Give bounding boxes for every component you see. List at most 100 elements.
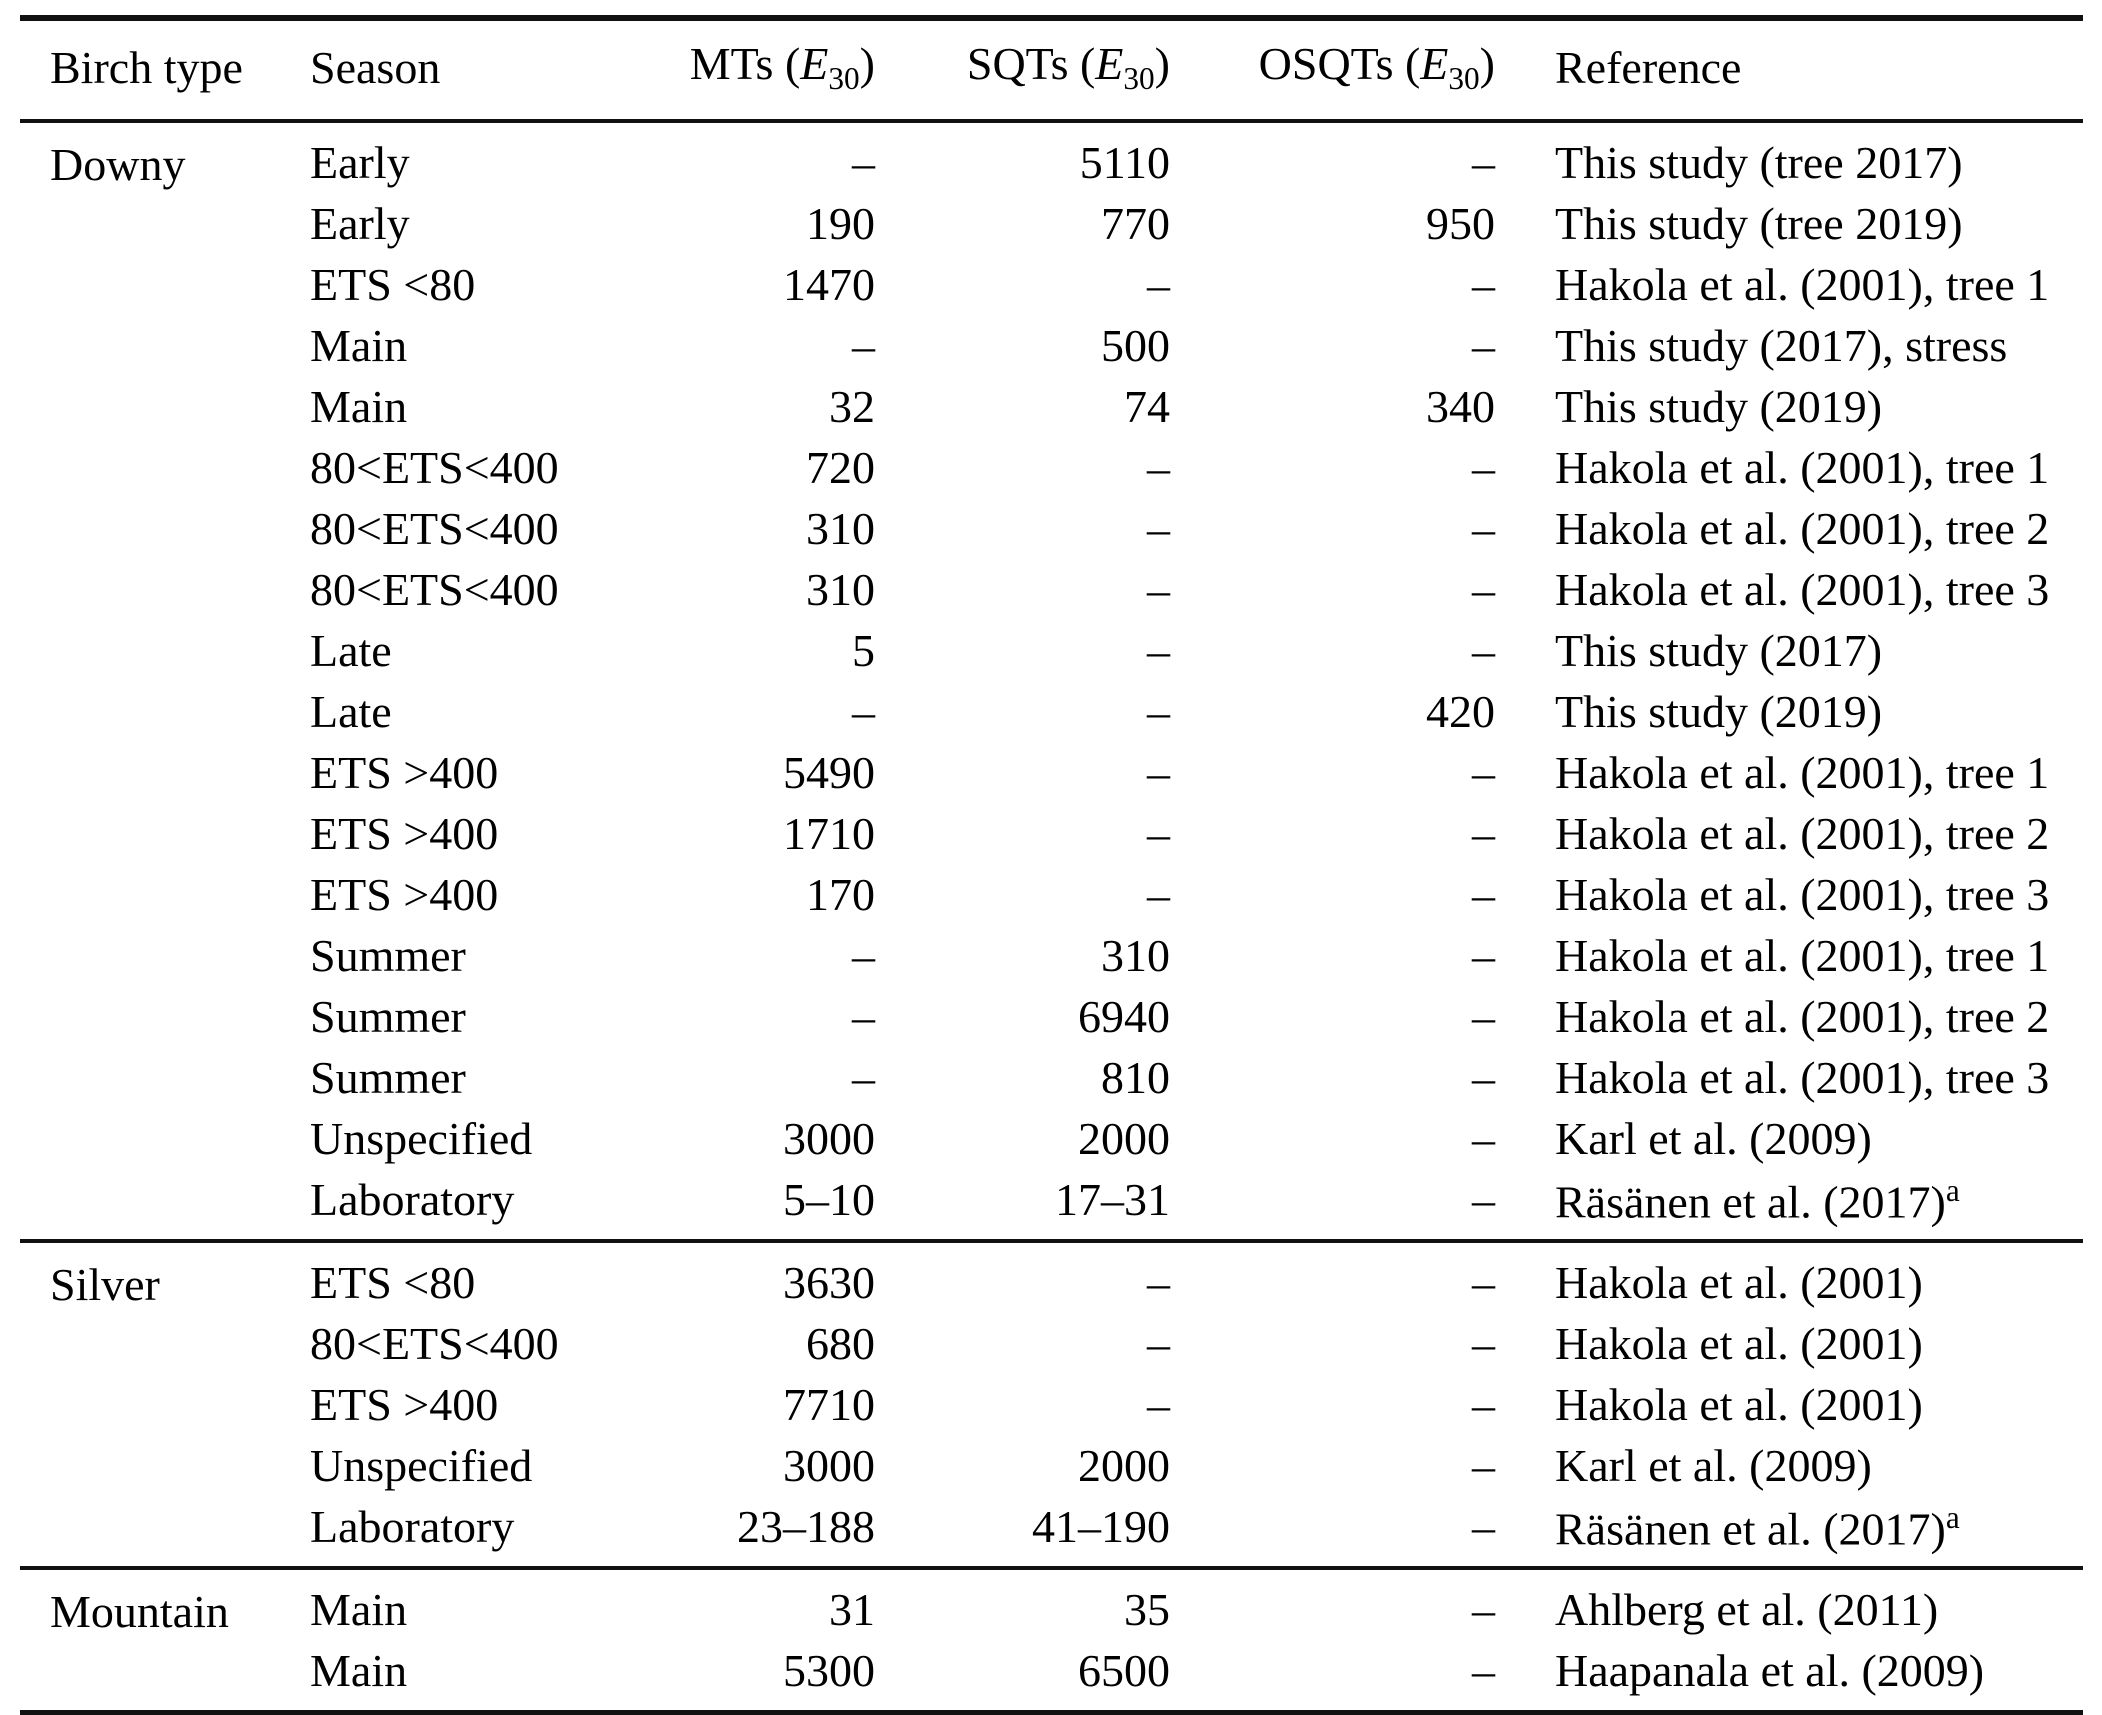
column-header-osqts: OSQTs (E30): [1170, 18, 1495, 124]
reference-text: Hakola et al. (2001), tree 1: [1555, 929, 2050, 981]
reference-text: Hakola et al. (2001), tree 1: [1555, 258, 2050, 310]
cell-reference: Hakola et al. (2001): [1495, 1374, 2083, 1435]
reference-superscript: a: [1945, 1499, 1960, 1535]
table-row: 80<ETS<400 720 – – Hakola et al. (2001), tre…: [20, 437, 2083, 498]
cell-sqts: 35: [1124, 1583, 1170, 1635]
cell-osqts: –: [1472, 1256, 1495, 1308]
column-header-sqts: SQTs (E30): [875, 18, 1170, 124]
cell-reference: Hakola et al. (2001), tree 2: [1495, 986, 2083, 1047]
unit-symbol: E: [1095, 38, 1124, 89]
cell-sqts: 6500: [1078, 1644, 1170, 1696]
unit-open-paren: (: [1079, 38, 1096, 89]
table-row: ETS >400 170 – – Hakola et al. (2001), tree …: [20, 864, 2083, 925]
cell-season: Summer: [310, 1051, 466, 1103]
cell-osqts: –: [1472, 441, 1495, 493]
unit-close-paren: ): [1154, 38, 1170, 89]
unit-open-paren: (: [784, 38, 801, 89]
cell-reference: This study (2017): [1495, 620, 2083, 681]
column-header-label: Reference: [1555, 41, 1742, 93]
cell-sqts: –: [1147, 563, 1170, 615]
table-row: Summer – 310 – Hakola et al. (2001), tree 1: [20, 925, 2083, 986]
cell-season: 80<ETS<400: [310, 1317, 559, 1369]
table-row: ETS >400 1710 – – Hakola et al. (2001), tree…: [20, 803, 2083, 864]
cell-osqts: –: [1472, 1051, 1495, 1103]
table-row: ETS >400 5490 – – Hakola et al. (2001), tree…: [20, 742, 2083, 803]
cell-reference: Räsänen et al. (2017)a: [1495, 1496, 2083, 1568]
cell-sqts: –: [1147, 1378, 1170, 1430]
table-row: Late – – 420 This study (2019): [20, 681, 2083, 742]
column-header-reference: Reference: [1495, 18, 2083, 124]
cell-season: Unspecified: [310, 1112, 533, 1164]
reference-text: Hakola et al. (2001), tree 3: [1555, 1051, 2050, 1103]
cell-sqts: 770: [1101, 197, 1170, 249]
table-section-silver: Silver ETS <80 3630– – Hakola et al. (2001) 8…: [20, 1241, 2083, 1568]
unit-subscript: 30: [1448, 61, 1480, 97]
reference-text: Hakola et al. (2001), tree 3: [1555, 563, 2050, 615]
cell-season: ETS >400: [310, 807, 499, 859]
table-row: Unspecified 3000 2000 – Karl et al. (2009): [20, 1108, 2083, 1169]
cell-sqts: –: [1147, 1317, 1170, 1369]
table-row: 80<ETS<400 310 – – Hakola et al. (2001), tre…: [20, 559, 2083, 620]
cell-osqts: –: [1472, 502, 1495, 554]
cell-mts: 310: [806, 502, 875, 554]
cell-mts: 5300: [783, 1644, 875, 1696]
table-row: 80<ETS<400 680 – – Hakola et al. (2001): [20, 1313, 2083, 1374]
cell-sqts: –: [1147, 807, 1170, 859]
cell-osqts: –: [1472, 624, 1495, 676]
cell-osqts: –: [1472, 563, 1495, 615]
reference-text: Räsänen et al. (2017): [1555, 1502, 1946, 1554]
table-section-mountain: Mountain Main 31 35– Ahlberg et al. (2011) Ma…: [20, 1568, 2083, 1713]
table-row: Mountain Main 31 35 – Ahlberg et al. (2011): [20, 1568, 2083, 1640]
cell-reference: Hakola et al. (2001): [1495, 1241, 2083, 1313]
cell-osqts: –: [1472, 746, 1495, 798]
cell-osqts: 950: [1426, 197, 1495, 249]
cell-osqts: –: [1472, 990, 1495, 1042]
cell-reference: Hakola et al. (2001), tree 2: [1495, 498, 2083, 559]
cell-osqts: –: [1472, 1317, 1495, 1369]
reference-text: Hakola et al. (2001): [1555, 1256, 1923, 1308]
column-header-mts: MTs (E30): [645, 18, 875, 124]
cell-birch-type: Silver: [50, 1259, 160, 1311]
cell-reference: Hakola et al. (2001), tree 1: [1495, 742, 2083, 803]
cell-sqts: 310: [1101, 929, 1170, 981]
reference-text: Hakola et al. (2001), tree 2: [1555, 502, 2050, 554]
header-row: Birch type Season MTs (E30) SQTs (E30) OSQTs…: [20, 18, 2083, 124]
cell-mts: 7710: [783, 1378, 875, 1430]
cell-mts: 3000: [783, 1112, 875, 1164]
cell-season: Laboratory: [310, 1500, 515, 1552]
table-row: Unspecified 3000 2000 – Karl et al. (2009): [20, 1435, 2083, 1496]
cell-mts: 310: [806, 563, 875, 615]
reference-text: This study (tree 2019): [1555, 197, 1963, 249]
cell-osqts: 420: [1426, 685, 1495, 737]
cell-mts: 3000: [783, 1439, 875, 1491]
column-header-label: Birch type: [50, 41, 243, 93]
table-row: Laboratory 23–188 41–190– Räsänen et al. (2…: [20, 1496, 2083, 1568]
cell-season: ETS >400: [310, 1378, 499, 1430]
reference-text: This study (tree 2017): [1555, 136, 1963, 188]
cell-sqts: –: [1147, 502, 1170, 554]
cell-reference: Hakola et al. (2001), tree 3: [1495, 559, 2083, 620]
cell-reference: This study (2017), stress: [1495, 315, 2083, 376]
cell-reference: This study (2019): [1495, 376, 2083, 437]
cell-sqts: –: [1147, 258, 1170, 310]
cell-season: 80<ETS<400: [310, 563, 559, 615]
cell-reference: Karl et al. (2009): [1495, 1108, 2083, 1169]
cell-mts: –: [852, 319, 875, 371]
cell-reference: Hakola et al. (2001), tree 1: [1495, 925, 2083, 986]
cell-mts: 680: [806, 1317, 875, 1369]
cell-osqts: –: [1472, 929, 1495, 981]
cell-reference: Hakola et al. (2001), tree 1: [1495, 437, 2083, 498]
cell-season: Laboratory: [310, 1173, 515, 1225]
unit-subscript: 30: [828, 61, 860, 97]
reference-text: This study (2017): [1555, 624, 1883, 676]
reference-text: Hakola et al. (2001), tree 1: [1555, 746, 2050, 798]
cell-sqts: 5110: [1079, 136, 1170, 188]
cell-mts: –: [852, 136, 875, 188]
cell-season: ETS <80: [310, 1256, 476, 1308]
cell-mts: 170: [806, 868, 875, 920]
cell-sqts: –: [1147, 441, 1170, 493]
cell-osqts: –: [1472, 1173, 1495, 1225]
cell-reference: Karl et al. (2009): [1495, 1435, 2083, 1496]
cell-reference: This study (tree 2019): [1495, 193, 2083, 254]
table-row: Late 5 – – This study (2017): [20, 620, 2083, 681]
